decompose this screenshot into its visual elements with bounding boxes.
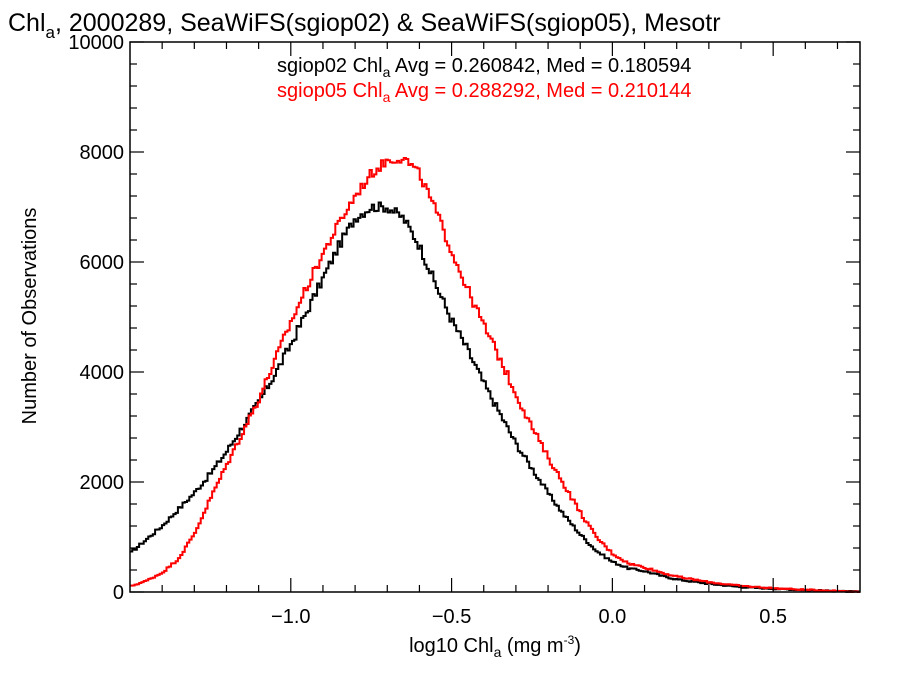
- x-axis-label: log10 Chla (mg m-3): [409, 633, 581, 660]
- y-tick-label: 2000: [80, 472, 125, 494]
- series-line-sgiop02: [130, 201, 860, 593]
- x-tick-label: −1.0: [271, 606, 310, 628]
- y-tick-label: 10000: [68, 32, 124, 54]
- y-tick-label: 0: [113, 582, 124, 604]
- series-layer: [130, 157, 860, 593]
- ticks-layer: −1.0 −0.5 0.0 0.5 0 2000 4000 6000 8000 10000: [68, 32, 860, 628]
- y-axis-label: Number of Observations: [19, 208, 41, 425]
- x-tick-label: −0.5: [432, 606, 471, 628]
- annotation-sgiop05: sgiop05 Chla Avg = 0.288292, Med = 0.210…: [277, 80, 691, 105]
- x-tick-label: 0.0: [598, 606, 626, 628]
- series-line-sgiop05: [130, 157, 860, 593]
- annotations: sgiop02 Chla Avg = 0.260842, Med = 0.180…: [277, 55, 691, 105]
- plot-frame: [129, 41, 861, 593]
- y-tick-label: 4000: [80, 362, 125, 384]
- x-tick-label: 0.5: [759, 606, 787, 628]
- chart-title: Chla, 2000289, SeaWiFS(sgiop02) & SeaWiF…: [8, 9, 721, 42]
- y-tick-label: 6000: [80, 252, 125, 274]
- annotation-sgiop02: sgiop02 Chla Avg = 0.260842, Med = 0.180…: [277, 55, 691, 80]
- y-tick-label: 8000: [80, 142, 125, 164]
